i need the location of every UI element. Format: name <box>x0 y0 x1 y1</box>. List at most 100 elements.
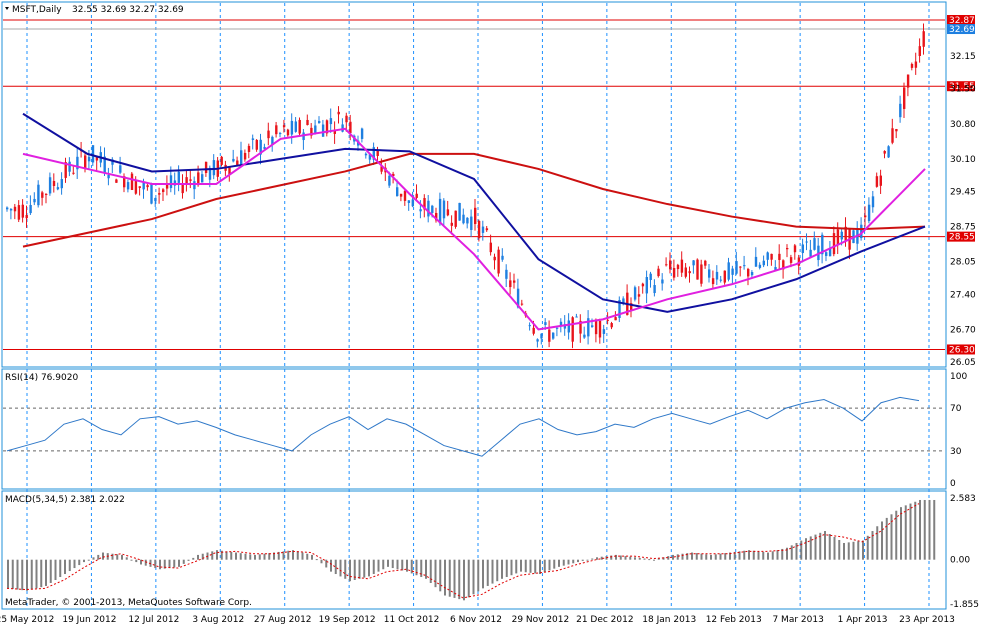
candle-body <box>325 120 329 134</box>
copyright-text: MetaTrader, © 2001-2013, MetaQuotes Soft… <box>5 598 252 608</box>
candle-body <box>555 327 559 329</box>
macd-bar <box>429 559 432 583</box>
macd-bar <box>871 531 874 560</box>
macd-bar <box>315 559 318 561</box>
x-tick-label: 19 Sep 2012 <box>319 615 376 625</box>
candle-body <box>731 268 734 275</box>
macd-bar <box>49 559 52 583</box>
macd-bar <box>529 559 532 573</box>
macd-bar <box>7 559 9 589</box>
moving-average-line <box>22 152 926 248</box>
candle-body <box>750 272 754 276</box>
macd-title: MACD(5,34,5) 2.381 2.022 <box>5 495 125 505</box>
macd-bar <box>216 550 218 560</box>
macd-bar <box>282 551 285 560</box>
candle-body <box>263 146 266 149</box>
candle-body <box>123 176 126 188</box>
price-tick-label: 26.70 <box>950 325 976 335</box>
price-level-badge <box>947 81 975 92</box>
price-level-badge <box>947 231 975 242</box>
candle-body <box>684 267 687 277</box>
candle-body <box>115 179 118 183</box>
candle-body <box>142 182 145 190</box>
macd-bar <box>733 551 736 560</box>
macd-bar <box>890 514 893 560</box>
candle-body <box>318 121 321 123</box>
candle-body <box>591 325 594 327</box>
x-tick-label: 3 Aug 2012 <box>192 615 244 625</box>
candle-body <box>341 124 344 132</box>
macd-bar <box>786 547 788 560</box>
macd-bar <box>339 559 342 577</box>
macd-bar <box>667 556 670 560</box>
candle-body <box>364 153 368 156</box>
macd-bar <box>591 558 594 560</box>
macd-bar <box>102 552 104 560</box>
candle-body <box>286 129 290 136</box>
macd-bar <box>363 559 366 578</box>
candle-body <box>267 130 270 139</box>
price-tick-label: 29.45 <box>950 188 976 198</box>
macd-bar <box>833 537 836 560</box>
price-tick-label: 30.10 <box>950 155 976 165</box>
candle-body <box>598 320 602 338</box>
rsi-tick-label: 30 <box>950 447 962 457</box>
macd-bar <box>881 521 883 560</box>
candle-body <box>622 298 625 304</box>
x-tick-label: 23 Apr 2013 <box>899 615 955 625</box>
x-tick-label: 25 May 2012 <box>0 615 54 625</box>
macd-bar <box>919 499 921 560</box>
candle-body <box>509 280 512 288</box>
macd-bar <box>496 559 499 582</box>
candle-body <box>419 209 422 212</box>
candle-body <box>766 252 769 260</box>
candle-body <box>37 184 40 206</box>
candle-body <box>181 183 184 194</box>
candle-body <box>513 280 516 283</box>
candle-body <box>758 264 762 268</box>
candle-body <box>228 166 231 175</box>
rsi-tick-label: 70 <box>950 404 962 414</box>
x-tick-label: 1 Apr 2013 <box>838 615 888 625</box>
candle-body <box>388 175 391 186</box>
candle-body <box>87 156 91 162</box>
macd-bar <box>273 552 275 560</box>
candle-body <box>813 238 816 250</box>
macd-bar <box>553 559 556 569</box>
macd-bar <box>624 556 627 560</box>
macd-bar <box>396 559 399 570</box>
candle-body <box>337 111 340 115</box>
macd-bar <box>64 559 66 575</box>
candle-body <box>633 287 637 300</box>
macd-bar <box>68 559 71 572</box>
macd-bar <box>771 551 774 560</box>
macd-bar <box>676 554 679 560</box>
candle-body <box>240 150 243 166</box>
candle-body <box>723 270 726 283</box>
candle-body <box>567 320 570 333</box>
x-tick-label: 21 Dec 2012 <box>576 615 634 625</box>
dropdown-icon[interactable] <box>5 7 9 10</box>
macd-bar <box>377 559 380 572</box>
price-level-badge <box>947 344 975 355</box>
candle-body <box>17 205 21 220</box>
candle-body <box>33 198 36 203</box>
x-tick-label: 11 Oct 2012 <box>384 615 440 625</box>
macd-bar <box>809 536 812 560</box>
candle-body <box>552 332 555 339</box>
candle-body <box>821 234 824 255</box>
candle-body <box>21 204 24 218</box>
candle-body <box>208 167 212 180</box>
macd-bar <box>301 552 304 560</box>
macd-bar <box>21 559 24 591</box>
candle-body <box>715 271 719 280</box>
macd-bar <box>700 553 703 560</box>
candle-body <box>64 162 67 178</box>
macd-bar <box>800 540 803 560</box>
macd-bar <box>121 554 123 560</box>
macd-bar <box>615 554 617 560</box>
macd-bar <box>344 559 347 579</box>
macd-bar <box>672 554 674 560</box>
candle-body <box>13 206 17 212</box>
